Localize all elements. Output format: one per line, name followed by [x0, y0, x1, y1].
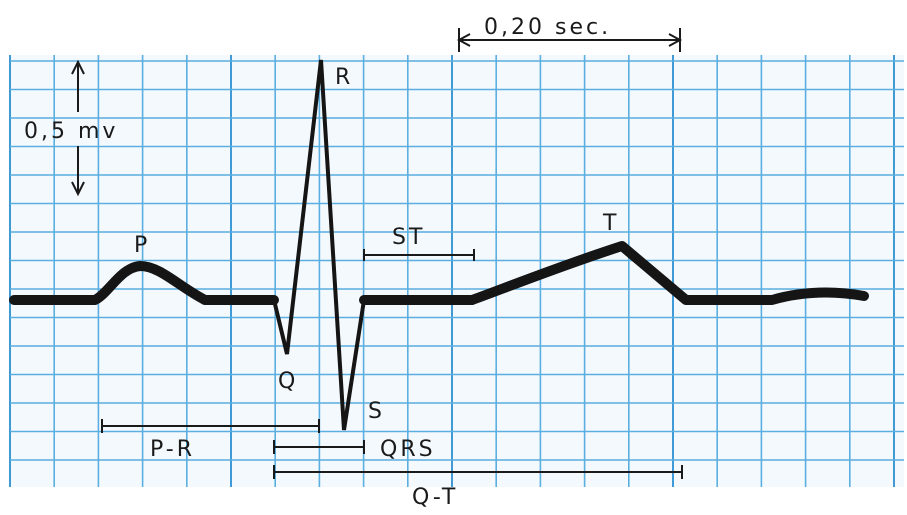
p-wave-label: P [134, 233, 150, 258]
pr-interval-bracket [101, 419, 320, 433]
qrs-complex-label: QRS [380, 437, 436, 462]
time-scale-marker [456, 28, 683, 52]
st-segment-label: ST [392, 225, 425, 250]
amplitude-scale-label: 0,5 mv [24, 119, 118, 144]
t-wave-label: T [602, 211, 619, 236]
time-scale-label: 0,20 sec. [484, 15, 611, 40]
qt-interval-label: Q-T [412, 485, 458, 510]
s-wave-label: S [368, 399, 385, 424]
ecg-trace [9, 59, 869, 431]
q-wave-label: Q [278, 369, 298, 394]
st-segment-and-t-wave [359, 241, 869, 305]
st-segment-bracket [363, 249, 475, 261]
r-wave-label: R [335, 65, 353, 90]
pr-interval-label: P-R [150, 437, 195, 462]
amplitude-scale-marker [71, 59, 85, 197]
baseline-and-p-wave [9, 261, 279, 305]
qt-interval-bracket [273, 465, 683, 479]
qrs-complex-trace [272, 59, 366, 431]
ecg-grid [9, 55, 904, 487]
qrs-complex-bracket [273, 440, 365, 454]
